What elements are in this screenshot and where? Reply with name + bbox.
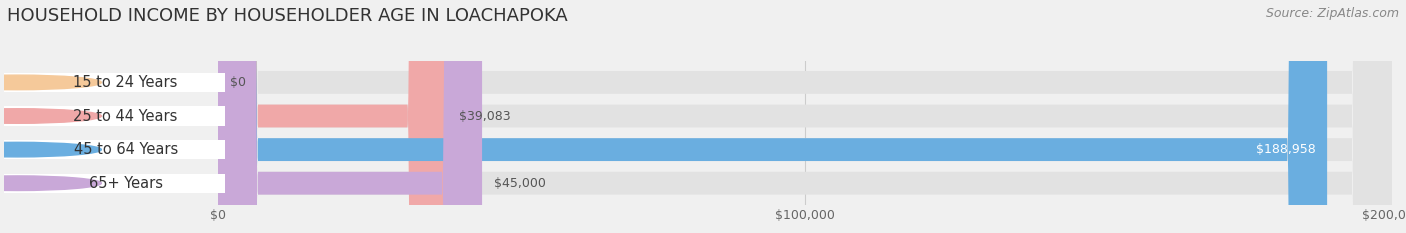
FancyBboxPatch shape [218, 0, 1327, 233]
FancyBboxPatch shape [218, 0, 447, 233]
Text: $45,000: $45,000 [494, 177, 546, 190]
FancyBboxPatch shape [218, 0, 1392, 233]
FancyBboxPatch shape [218, 0, 1392, 233]
FancyBboxPatch shape [218, 0, 1392, 233]
Circle shape [0, 75, 101, 90]
FancyBboxPatch shape [218, 0, 482, 233]
Circle shape [0, 176, 101, 191]
Circle shape [0, 142, 101, 157]
Text: 65+ Years: 65+ Years [89, 176, 163, 191]
Text: HOUSEHOLD INCOME BY HOUSEHOLDER AGE IN LOACHAPOKA: HOUSEHOLD INCOME BY HOUSEHOLDER AGE IN L… [7, 7, 568, 25]
Text: $188,958: $188,958 [1256, 143, 1316, 156]
FancyBboxPatch shape [218, 0, 1392, 233]
Text: 25 to 44 Years: 25 to 44 Years [73, 109, 177, 123]
Text: $39,083: $39,083 [460, 110, 510, 123]
Text: 15 to 24 Years: 15 to 24 Years [73, 75, 177, 90]
Circle shape [0, 109, 101, 123]
Text: Source: ZipAtlas.com: Source: ZipAtlas.com [1265, 7, 1399, 20]
Text: 45 to 64 Years: 45 to 64 Years [73, 142, 177, 157]
Text: $0: $0 [229, 76, 246, 89]
